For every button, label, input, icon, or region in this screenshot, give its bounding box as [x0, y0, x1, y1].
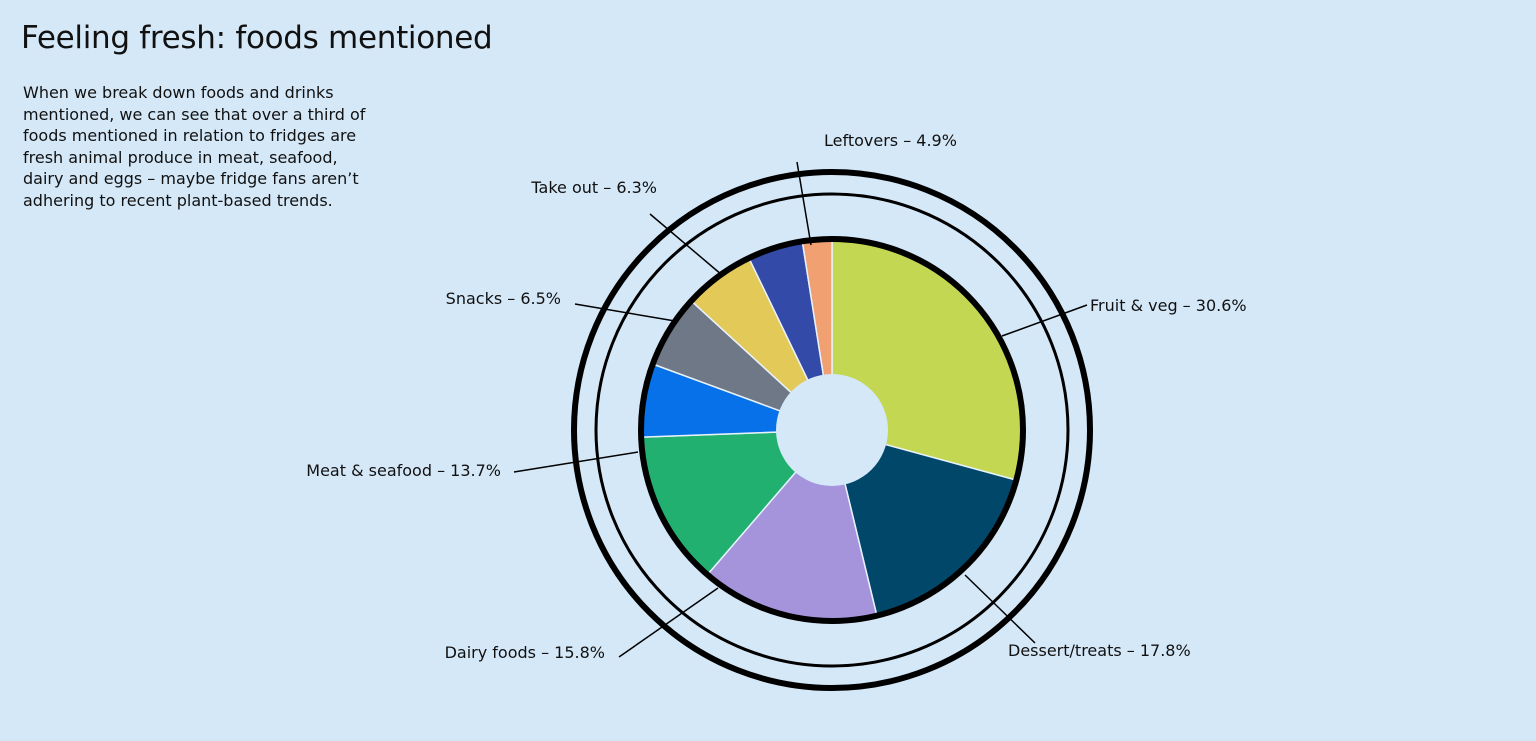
leader-line-fruit-veg: [1001, 304, 1088, 337]
leader-line-dairy-foods: [618, 587, 719, 658]
leader-line-dessert-treats: [964, 574, 1036, 644]
label-leftovers: Leftovers – 4.9%: [824, 131, 957, 150]
ring-inner: [638, 236, 1026, 624]
label-dessert-treats: Dessert/treats – 17.8%: [1008, 641, 1191, 660]
ring-middle: [594, 192, 1070, 668]
leader-line-leftovers: [796, 161, 812, 246]
chart-title: Feeling fresh: foods mentioned: [21, 20, 493, 56]
label-take-out: Take out – 6.3%: [530, 178, 657, 197]
intro-paragraph: When we break down foods and drinks ment…: [23, 83, 366, 210]
leader-line-take-out: [649, 213, 723, 276]
label-meat-seafood: Meat & seafood – 13.7%: [306, 461, 501, 480]
label-dairy-foods: Dairy foods – 15.8%: [445, 643, 605, 662]
label-fruit-veg: Fruit & veg – 30.6%: [1090, 296, 1247, 315]
leader-lines-group: [513, 161, 1088, 658]
ring-outer: [571, 169, 1093, 691]
leader-line-snacks: [574, 303, 676, 322]
leader-line-meat-seafood: [513, 451, 639, 473]
inner-hole: [776, 374, 888, 486]
label-snacks: Snacks – 6.5%: [446, 289, 561, 308]
labels-group: Fruit & veg – 30.6% Dessert/treats – 17.8…: [306, 131, 1246, 662]
